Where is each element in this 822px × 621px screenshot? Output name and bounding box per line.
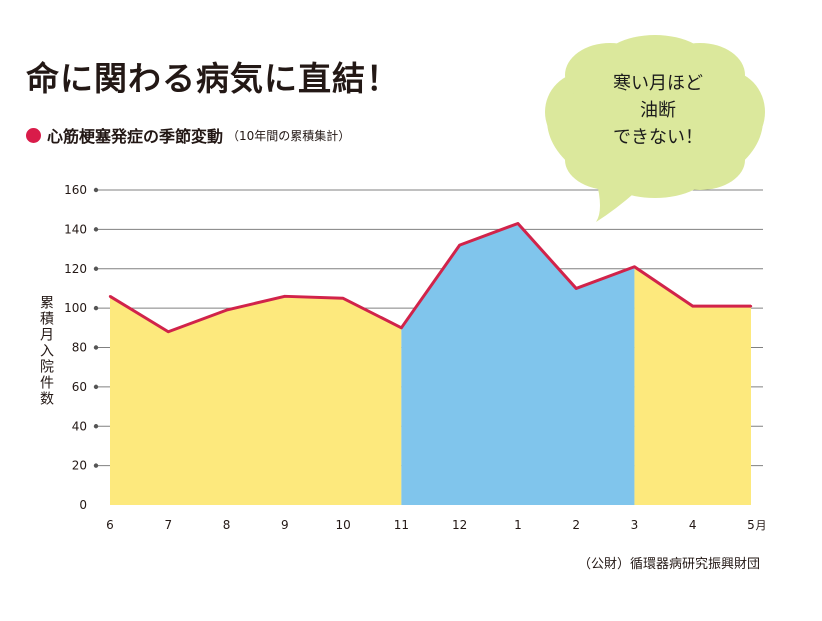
x-tick-label: 11 [394, 518, 409, 532]
subtitle-row: 心筋梗塞発症の季節変動 （10年間の累積集計） [26, 123, 350, 147]
data-point [400, 326, 403, 330]
grid-dot [93, 384, 99, 390]
data-point [691, 304, 694, 308]
area-warm-start [110, 296, 402, 505]
x-tick-label: 10 [335, 518, 350, 532]
y-tick-labels: 0 20 40 60 80 100 120 140 160 [64, 183, 87, 512]
x-tick-label: 7 [164, 518, 172, 532]
x-tick-label: 9 [281, 518, 289, 532]
data-point [108, 295, 112, 298]
bubble-tail [596, 180, 640, 222]
x-tick-label: 6 [106, 518, 114, 532]
data-point [167, 330, 170, 333]
chart-subtitle: 心筋梗塞発症の季節変動 [47, 127, 224, 146]
callout-line-1: 寒い月ほど [613, 73, 703, 94]
data-point [225, 308, 228, 312]
y-tick-label: 20 [72, 459, 87, 473]
area-warm-end [634, 266, 751, 505]
x-tick-labels: 6 7 8 9 10 11 12 1 2 3 4 5 月 [106, 518, 766, 532]
callout-text: 寒い月ほど 油断 できない！ [588, 70, 728, 151]
cloud-lobe [600, 35, 710, 95]
data-point [574, 287, 578, 290]
y-tick-label: 40 [72, 419, 87, 433]
y-tick-label: 160 [64, 183, 87, 197]
y-tick-label: 100 [64, 301, 87, 315]
data-point [749, 304, 753, 308]
x-tick-label: 12 [452, 518, 467, 532]
chart-title: 命に関わる病気に直結！ [26, 59, 400, 98]
grid-dot [93, 424, 99, 429]
x-tick-label: 1 [514, 518, 522, 532]
cloud-lobe [600, 142, 710, 198]
line-layer [108, 221, 753, 334]
x-tick-label: 4 [689, 518, 697, 532]
y-axis-label: 累積月入院件数 [38, 295, 54, 407]
x-tick-label: 3 [631, 518, 639, 532]
y-tick-label: 140 [64, 222, 87, 236]
y-tick-label: 0 [79, 498, 87, 512]
data-point [516, 222, 520, 225]
source-credit: （公財）循環器病研究振興財団 [578, 557, 761, 572]
y-tick-label: 80 [72, 341, 87, 355]
y-tick-label: 60 [72, 380, 87, 394]
x-tick-label: 5 [747, 518, 755, 532]
x-tick-label: 2 [572, 518, 580, 532]
grid-dot [93, 345, 99, 350]
callout-line-3: できない！ [613, 127, 703, 148]
grid-dot [93, 463, 99, 468]
area-cold-period [401, 223, 635, 505]
bullet-dot-icon [26, 127, 41, 143]
data-point [341, 297, 345, 300]
data-point [283, 295, 287, 298]
x-tick-label: 8 [223, 518, 231, 532]
grid-dot [93, 227, 99, 232]
data-point [633, 265, 636, 268]
callout-line-2: 油断 [640, 100, 676, 121]
cloud-bubble-icon [545, 35, 765, 198]
speech-bubble [545, 35, 765, 222]
data-point [458, 243, 461, 247]
y-tick-label: 120 [64, 262, 87, 276]
x-unit-label: 月 [756, 519, 767, 532]
grid-dot [93, 305, 99, 311]
area-layer [110, 223, 751, 505]
grid-dot [93, 187, 99, 193]
series-line [109, 221, 751, 334]
chart-note: （10年間の累積集計） [227, 128, 351, 143]
grid-dot [93, 266, 99, 271]
